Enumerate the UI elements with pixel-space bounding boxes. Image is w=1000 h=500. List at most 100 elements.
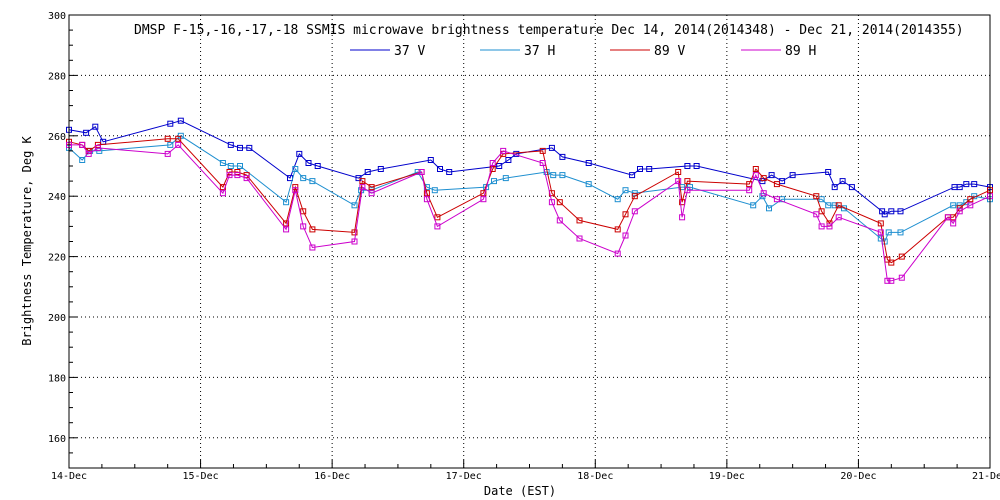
data-point — [813, 211, 820, 218]
legend: 37 V 37 H 89 V 89 H — [350, 44, 816, 59]
y-tick-label: 220 — [48, 253, 66, 264]
data-point — [884, 277, 891, 284]
data-point — [637, 166, 643, 172]
data-point — [773, 196, 780, 203]
data-point — [885, 229, 892, 236]
data-point — [956, 184, 963, 191]
y-tick-label: 160 — [48, 434, 66, 445]
data-point — [848, 184, 855, 191]
data-point — [950, 202, 957, 209]
series-89-h — [66, 141, 993, 284]
x-tick-label: 15-Dec — [183, 471, 219, 482]
data-point — [831, 202, 838, 209]
data-point — [489, 166, 496, 172]
data-point — [826, 223, 833, 230]
data-point — [831, 184, 838, 191]
data-point — [556, 199, 563, 206]
data-point — [300, 175, 307, 182]
data-point — [300, 208, 307, 215]
data-point — [877, 229, 884, 236]
data-point — [502, 175, 509, 182]
data-point — [897, 208, 904, 215]
data-point — [956, 208, 963, 215]
data-point — [283, 199, 290, 206]
data-point — [813, 193, 820, 200]
series-layer — [66, 117, 993, 284]
data-point — [418, 169, 425, 175]
legend-label: 37 H — [524, 44, 555, 59]
data-point — [85, 150, 92, 157]
data-point — [226, 169, 233, 175]
data-point — [684, 178, 691, 185]
data-point — [94, 144, 101, 151]
data-point — [283, 220, 290, 227]
data-point — [622, 187, 629, 194]
data-point — [835, 202, 842, 209]
data-point — [675, 169, 682, 175]
data-point — [227, 141, 234, 148]
data-point — [888, 277, 895, 284]
data-point — [548, 144, 555, 151]
data-point — [219, 190, 226, 197]
data-point — [164, 150, 171, 157]
data-point — [675, 178, 682, 185]
y-tick-label: 300 — [48, 11, 66, 22]
series-37-v — [66, 117, 993, 218]
data-point — [368, 184, 375, 191]
data-point — [539, 160, 546, 166]
data-point — [614, 196, 621, 203]
data-point — [351, 238, 358, 245]
data-point — [631, 208, 638, 215]
series-line — [69, 144, 991, 282]
data-point — [818, 223, 825, 230]
data-point — [309, 178, 316, 185]
data-point — [631, 193, 638, 200]
data-point — [766, 205, 772, 212]
data-point — [559, 172, 566, 179]
data-point — [431, 187, 438, 194]
x-tick-label: 19-Dec — [709, 471, 745, 482]
data-point — [585, 181, 592, 188]
y-axis-label: Brightness Temperature, Deg K — [20, 135, 34, 345]
data-point — [292, 166, 299, 172]
data-point — [480, 196, 487, 203]
data-point — [835, 214, 842, 221]
data-point — [614, 250, 621, 257]
legend-label: 37 V — [394, 44, 425, 59]
data-point — [500, 147, 507, 154]
data-point — [237, 163, 243, 169]
data-point — [446, 169, 453, 175]
data-point — [746, 187, 753, 194]
data-point — [944, 214, 951, 221]
y-tick-label: 200 — [48, 313, 66, 324]
data-point — [480, 190, 487, 197]
data-point — [539, 147, 546, 154]
data-point — [489, 160, 496, 166]
x-tick-label: 17-Dec — [446, 471, 482, 482]
data-point — [825, 202, 832, 209]
data-point — [622, 211, 629, 218]
data-point — [760, 175, 767, 182]
data-point — [237, 144, 243, 151]
y-tick-label: 180 — [48, 373, 66, 384]
data-point — [167, 141, 174, 148]
data-point — [351, 229, 358, 236]
data-point — [300, 223, 307, 230]
data-point — [283, 226, 290, 233]
data-point — [967, 202, 974, 209]
data-point — [423, 196, 430, 203]
data-point — [548, 199, 555, 206]
data-point — [622, 232, 629, 239]
y-tick-label: 260 — [48, 132, 66, 143]
data-point — [164, 135, 171, 142]
data-point — [314, 163, 321, 169]
data-point — [359, 184, 366, 191]
data-point — [768, 172, 775, 179]
data-point — [79, 141, 86, 148]
data-point — [679, 184, 686, 191]
data-point — [368, 190, 375, 197]
data-point — [423, 190, 430, 197]
data-point — [897, 229, 904, 236]
data-point — [359, 178, 366, 185]
